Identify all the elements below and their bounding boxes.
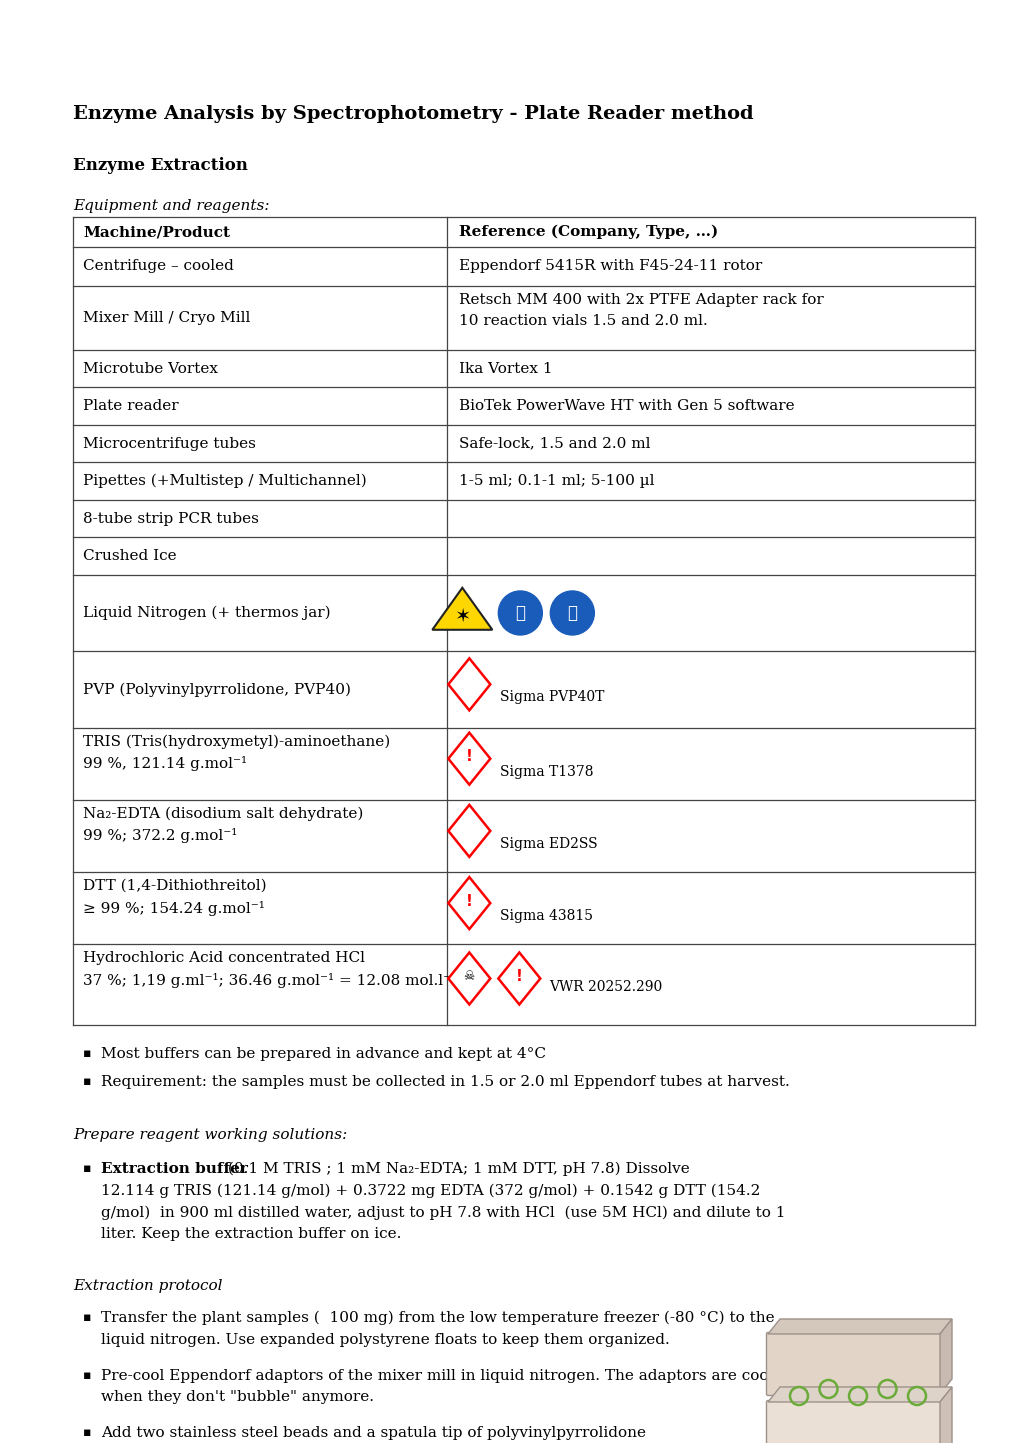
FancyBboxPatch shape: [765, 1332, 941, 1395]
Text: Machine/Product: Machine/Product: [83, 225, 229, 240]
Text: Pre-cool Eppendorf adaptors of the mixer mill in liquid nitrogen. The adaptors a: Pre-cool Eppendorf adaptors of the mixer…: [101, 1368, 772, 1382]
Text: Eppendorf 5415R with F45-24-11 rotor: Eppendorf 5415R with F45-24-11 rotor: [459, 260, 762, 273]
Text: Centrifuge – cooled: Centrifuge – cooled: [83, 260, 233, 273]
Text: Add two stainless steel beads and a spatula tip of polyvinylpyrrolidone: Add two stainless steel beads and a spat…: [101, 1426, 645, 1440]
Polygon shape: [498, 952, 540, 1004]
Text: Enzyme Analysis by Spectrophotometry - Plate Reader method: Enzyme Analysis by Spectrophotometry - P…: [73, 105, 753, 123]
Text: Sigma PVP40T: Sigma PVP40T: [500, 690, 604, 704]
Text: Extraction buffer: Extraction buffer: [101, 1162, 248, 1176]
Text: Pipettes (+Multistep / Multichannel): Pipettes (+Multistep / Multichannel): [83, 473, 367, 488]
Text: Liquid Nitrogen (+ thermos jar): Liquid Nitrogen (+ thermos jar): [83, 606, 330, 620]
Text: g/mol)  in 900 ml distilled water, adjust to pH 7.8 with HCl  (use 5M HCl) and d: g/mol) in 900 ml distilled water, adjust…: [101, 1205, 785, 1219]
Text: Sigma T1378: Sigma T1378: [500, 765, 593, 779]
Polygon shape: [767, 1387, 951, 1403]
Text: 1-5 ml; 0.1-1 ml; 5-100 µl: 1-5 ml; 0.1-1 ml; 5-100 µl: [459, 475, 654, 488]
Text: 12.114 g TRIS (121.14 g/mol) + 0.3722 mg EDTA (372 g/mol) + 0.1542 g DTT (154.2: 12.114 g TRIS (121.14 g/mol) + 0.3722 mg…: [101, 1183, 759, 1198]
Circle shape: [498, 592, 542, 635]
Text: liter. Keep the extraction buffer on ice.: liter. Keep the extraction buffer on ice…: [101, 1227, 401, 1241]
Text: (0.1 M TRIS ; 1 mM Na₂-EDTA; 1 mM DTT, pH 7.8) Dissolve: (0.1 M TRIS ; 1 mM Na₂-EDTA; 1 mM DTT, p…: [223, 1162, 690, 1176]
Text: BioTek PowerWave HT with Gen 5 software: BioTek PowerWave HT with Gen 5 software: [459, 400, 794, 413]
Text: ▪: ▪: [83, 1162, 92, 1175]
Text: Hydrochloric Acid concentrated HCl: Hydrochloric Acid concentrated HCl: [83, 951, 365, 965]
Text: Ika Vortex 1: Ika Vortex 1: [459, 362, 552, 375]
Text: !: !: [516, 970, 523, 984]
Polygon shape: [448, 877, 490, 929]
Text: Most buffers can be prepared in advance and kept at 4°C: Most buffers can be prepared in advance …: [101, 1046, 545, 1061]
Text: DTT (1,4-Dithiothreitol): DTT (1,4-Dithiothreitol): [83, 879, 266, 893]
Text: TRIS (Tris(hydroxymetyl)-aminoethane): TRIS (Tris(hydroxymetyl)-aminoethane): [83, 734, 390, 749]
Text: Requirement: the samples must be collected in 1.5 or 2.0 ml Eppendorf tubes at h: Requirement: the samples must be collect…: [101, 1075, 789, 1089]
Text: Plate reader: Plate reader: [83, 400, 178, 413]
Text: Sigma 43815: Sigma 43815: [500, 909, 593, 924]
Polygon shape: [448, 805, 490, 857]
Text: 99 %, 121.14 g.mol⁻¹: 99 %, 121.14 g.mol⁻¹: [83, 756, 247, 771]
FancyBboxPatch shape: [765, 1401, 941, 1443]
Text: ≥ 99 %; 154.24 g.mol⁻¹: ≥ 99 %; 154.24 g.mol⁻¹: [83, 900, 265, 915]
Text: Safe-lock, 1.5 and 2.0 ml: Safe-lock, 1.5 and 2.0 ml: [459, 437, 650, 450]
Text: ▪: ▪: [83, 1426, 92, 1439]
Text: liquid nitrogen. Use expanded polystyrene floats to keep them organized.: liquid nitrogen. Use expanded polystyren…: [101, 1333, 669, 1346]
Text: Equipment and reagents:: Equipment and reagents:: [73, 199, 269, 214]
Polygon shape: [940, 1387, 951, 1443]
Text: ▪: ▪: [83, 1368, 92, 1381]
Polygon shape: [448, 733, 490, 785]
Text: 8-tube strip PCR tubes: 8-tube strip PCR tubes: [83, 511, 259, 525]
Text: Sigma ED2SS: Sigma ED2SS: [500, 837, 597, 851]
Text: Extraction protocol: Extraction protocol: [73, 1278, 222, 1293]
Text: Enzyme Extraction: Enzyme Extraction: [73, 157, 248, 175]
Text: VWR 20252.290: VWR 20252.290: [549, 980, 662, 993]
Text: 🧤: 🧤: [567, 605, 577, 622]
Text: Retsch MM 400 with 2x PTFE Adapter rack for: Retsch MM 400 with 2x PTFE Adapter rack …: [459, 293, 823, 307]
Text: 10 reaction vials 1.5 and 2.0 ml.: 10 reaction vials 1.5 and 2.0 ml.: [459, 315, 707, 329]
Circle shape: [550, 592, 594, 635]
Text: when they don't "bubble" anymore.: when they don't "bubble" anymore.: [101, 1391, 374, 1404]
Text: ☠: ☠: [464, 970, 475, 983]
Text: ▪: ▪: [83, 1046, 92, 1059]
Text: Microtube Vortex: Microtube Vortex: [83, 362, 218, 375]
Text: 37 %; 1,19 g.ml⁻¹; 36.46 g.mol⁻¹ = 12.08 mol.l⁻¹: 37 %; 1,19 g.ml⁻¹; 36.46 g.mol⁻¹ = 12.08…: [83, 973, 457, 987]
Text: Mixer Mill / Cryo Mill: Mixer Mill / Cryo Mill: [83, 310, 250, 325]
Text: Microcentrifuge tubes: Microcentrifuge tubes: [83, 437, 256, 450]
Polygon shape: [448, 658, 490, 710]
Text: ▪: ▪: [83, 1075, 92, 1088]
Text: ▪: ▪: [83, 1312, 92, 1325]
Text: !: !: [466, 893, 472, 909]
Text: Na₂-EDTA (disodium salt dehydrate): Na₂-EDTA (disodium salt dehydrate): [83, 807, 363, 821]
Text: 99 %; 372.2 g.mol⁻¹: 99 %; 372.2 g.mol⁻¹: [83, 828, 237, 843]
Text: Transfer the plant samples (  100 mg) from the low temperature freezer (-80 °C) : Transfer the plant samples ( 100 mg) fro…: [101, 1312, 773, 1325]
Text: ✶: ✶: [453, 606, 470, 625]
Text: !: !: [466, 749, 472, 765]
Text: Reference (Company, Type, …): Reference (Company, Type, …): [459, 225, 717, 240]
Text: PVP (Polyvinylpyrrolidone, PVP40): PVP (Polyvinylpyrrolidone, PVP40): [83, 683, 351, 697]
Polygon shape: [448, 952, 490, 1004]
Text: Prepare reagent working solutions:: Prepare reagent working solutions:: [73, 1128, 346, 1141]
Text: Crushed Ice: Crushed Ice: [83, 548, 176, 563]
Polygon shape: [767, 1319, 951, 1333]
Polygon shape: [432, 587, 492, 629]
Text: 🥽: 🥽: [515, 605, 525, 622]
Polygon shape: [940, 1319, 951, 1394]
